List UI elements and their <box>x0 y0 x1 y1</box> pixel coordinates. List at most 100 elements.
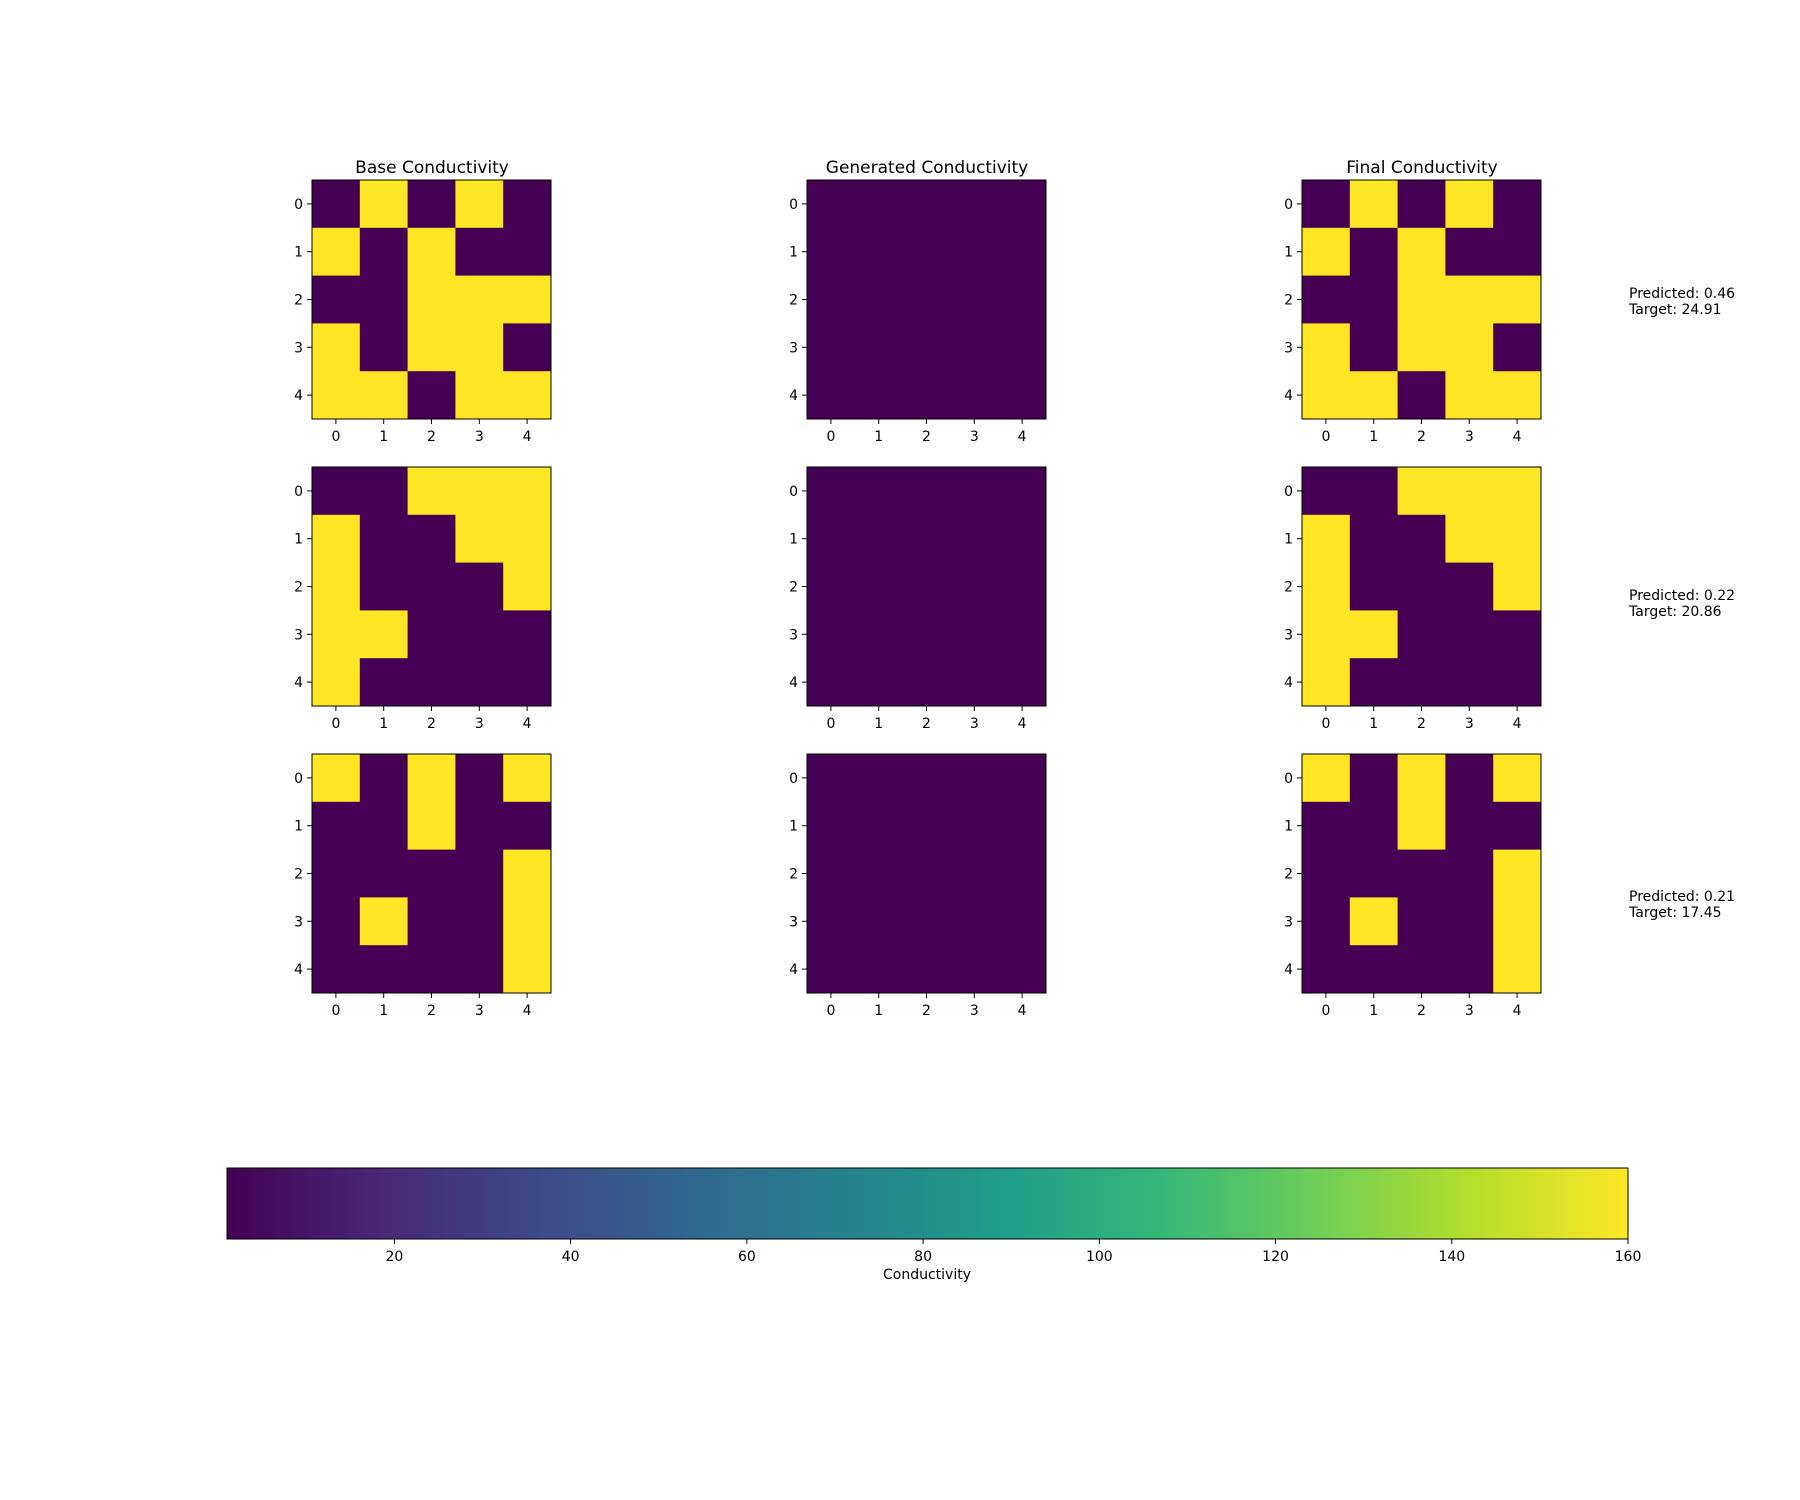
heatmap-cell <box>407 610 456 659</box>
y-tick-label: 4 <box>294 962 303 978</box>
heatmap-cell <box>455 180 504 229</box>
heatmap-cell <box>1302 610 1351 659</box>
heatmap-panel-generated-row1: 0 1 2 3 4 0 1 2 3 4 <box>789 179 1047 445</box>
heatmap-cell <box>359 897 409 946</box>
y-tick-label: 2 <box>789 580 798 596</box>
heatmap-cell <box>854 467 904 516</box>
heatmap-cell <box>455 754 504 803</box>
y-tick-label: 0 <box>1284 197 1293 213</box>
x-tick-label: 1 <box>379 429 388 445</box>
heatmap-cell <box>902 658 951 707</box>
heatmap-cell <box>998 275 1047 324</box>
heatmap-cell <box>1397 610 1446 659</box>
x-tick-label: 4 <box>1018 1003 1027 1019</box>
heatmap-cell <box>455 897 504 946</box>
heatmap-cell <box>1302 754 1351 803</box>
x-tick-label: 0 <box>331 716 340 732</box>
y-tick-label: 2 <box>1284 293 1293 309</box>
heatmap-cell <box>807 754 856 803</box>
heatmap-cell <box>1397 323 1446 372</box>
heatmap-cell <box>1302 658 1351 707</box>
heatmap-cell <box>503 754 552 803</box>
colorbar: 20 40 60 80 100 120 140 160 Conductivity <box>226 1167 1641 1283</box>
x-tick-label: 4 <box>1018 429 1027 445</box>
x-tick-label: 0 <box>1321 716 1330 732</box>
heatmap-cell <box>359 467 409 516</box>
heatmap-cell <box>1493 514 1542 564</box>
heatmap-cell <box>950 658 999 707</box>
heatmap-cell <box>1397 180 1446 229</box>
row1-predicted-label: Predicted: 0.46 <box>1629 286 1735 302</box>
heatmap-cell <box>854 562 904 611</box>
x-tick-label: 4 <box>1513 716 1522 732</box>
heatmap-cell <box>950 801 999 851</box>
heatmap-cell <box>1445 849 1494 898</box>
x-tick-label: 1 <box>1369 429 1378 445</box>
y-tick-label: 2 <box>789 867 798 883</box>
heatmap-cell <box>807 658 856 707</box>
heatmap-cell <box>902 610 951 659</box>
y-tick-label: 0 <box>1284 484 1293 500</box>
heatmap-cell <box>1445 562 1494 611</box>
heatmap-cell <box>998 371 1047 420</box>
heatmap-cell <box>407 180 456 229</box>
y-tick-label: 0 <box>294 197 303 213</box>
heatmap-cell <box>902 754 951 803</box>
heatmap-cell <box>902 227 951 277</box>
heatmap-cell <box>503 945 552 994</box>
heatmap-cell <box>407 275 456 324</box>
heatmap-cell <box>312 323 361 372</box>
y-tick-label: 3 <box>1284 627 1293 643</box>
heatmap-cell <box>854 658 904 707</box>
x-tick-label: 4 <box>1018 716 1027 732</box>
y-tick-label: 4 <box>789 675 798 691</box>
heatmap-cell <box>1445 323 1494 372</box>
heatmap-cell <box>902 562 951 611</box>
heatmap-cell <box>1302 562 1351 611</box>
y-tick-label: 3 <box>294 627 303 643</box>
heatmap-cell <box>503 562 552 611</box>
y-tick-label: 2 <box>1284 580 1293 596</box>
heatmap-cell <box>902 275 951 324</box>
heatmap-cell <box>854 801 904 851</box>
heatmap-cell <box>950 945 999 994</box>
heatmap-cell <box>998 562 1047 611</box>
heatmap-cell <box>998 467 1047 516</box>
heatmap-cell <box>902 371 951 420</box>
heatmap-cell <box>854 897 904 946</box>
x-tick-label: 3 <box>1465 429 1474 445</box>
y-tick-label: 3 <box>1284 340 1293 356</box>
heatmap-cell <box>312 227 361 277</box>
y-tick-label: 1 <box>1284 245 1293 261</box>
column-title-final: Final Conductivity <box>1346 158 1497 178</box>
heatmap-cell <box>1302 467 1351 516</box>
heatmap-cell <box>950 467 999 516</box>
heatmap-cell <box>359 754 409 803</box>
colorbar-gradient <box>226 1167 1629 1240</box>
column-title-base: Base Conductivity <box>355 158 509 178</box>
heatmap-cell <box>807 323 856 372</box>
y-tick-label: 0 <box>789 771 798 787</box>
heatmap-cell <box>312 180 361 229</box>
y-tick-label: 0 <box>789 484 798 500</box>
heatmap-cell <box>1445 897 1494 946</box>
y-tick-label: 0 <box>294 771 303 787</box>
heatmap-cell <box>1349 658 1399 707</box>
heatmap-cell <box>359 180 409 229</box>
heatmap-cell <box>359 514 409 564</box>
x-tick-label: 0 <box>1321 429 1330 445</box>
heatmap-cell <box>1397 945 1446 994</box>
x-tick-label: 3 <box>970 1003 979 1019</box>
heatmap-cell <box>1397 801 1446 851</box>
x-tick-label: 3 <box>475 1003 484 1019</box>
heatmap-cell <box>1445 658 1494 707</box>
heatmap-cell <box>455 610 504 659</box>
x-tick-label: 1 <box>874 716 883 732</box>
heatmap-cell <box>1397 227 1446 277</box>
x-tick-label: 0 <box>826 716 835 732</box>
heatmap-cell <box>950 754 999 803</box>
heatmap-cell <box>1302 275 1351 324</box>
heatmap-cell <box>1397 754 1446 803</box>
x-tick-label: 4 <box>523 1003 532 1019</box>
